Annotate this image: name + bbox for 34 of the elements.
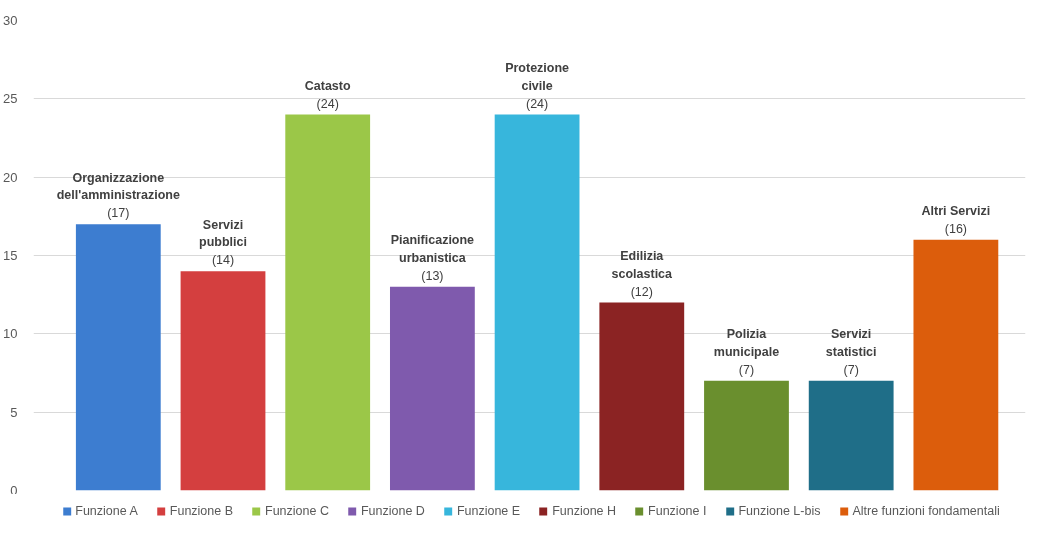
legend-label: Funzione C [265, 504, 329, 518]
data-label: (16) [944, 221, 967, 236]
y-tick-label: 30 [3, 13, 18, 28]
legend-label: Funzione E [456, 504, 521, 518]
data-label: (12) [630, 284, 653, 299]
legend-label: Funzione D [360, 504, 425, 518]
x-tick-label: Organizzazione dell'amministrazione [56, 170, 180, 203]
legend-label: Funzione A [75, 504, 138, 518]
data-label: (14) [211, 253, 235, 268]
data-label: (7) [843, 362, 859, 377]
data-label: (17) [107, 206, 130, 221]
legend-label: Altre funzioni fondamentali [852, 504, 1000, 518]
y-tick-label: 20 [3, 169, 18, 185]
data-label: (24) [316, 96, 339, 111]
x-tick-label: Pianificazione urbanistica [390, 233, 475, 265]
x-tick-label: Protezione civile [505, 61, 570, 93]
x-tick-label: Catasto [304, 78, 351, 93]
x-tick-label: Servizi statistici [825, 327, 877, 359]
y-tick-label: 10 [3, 326, 18, 342]
x-tick-label: Edilizia scolastica [611, 249, 674, 281]
data-label: (24) [525, 96, 549, 111]
y-tick-label: 5 [10, 404, 18, 420]
x-tick-label: Polizia municipale [713, 327, 780, 359]
legend-label: Funzione B [169, 504, 234, 518]
data-label: (13) [421, 268, 444, 283]
x-tick-label: Servizi pubblici [199, 217, 247, 250]
y-tick-label: 25 [3, 91, 18, 107]
data-label: (7) [738, 362, 755, 377]
legend-label: Funzione H [552, 504, 617, 518]
legend-label: Funzione I [648, 504, 707, 518]
x-tick-label: Altri Servizi [921, 203, 991, 218]
y-tick-label: 15 [3, 248, 18, 263]
y-tick-label: 0 [10, 482, 18, 498]
legend-label: Funzione L-bis [738, 504, 821, 518]
